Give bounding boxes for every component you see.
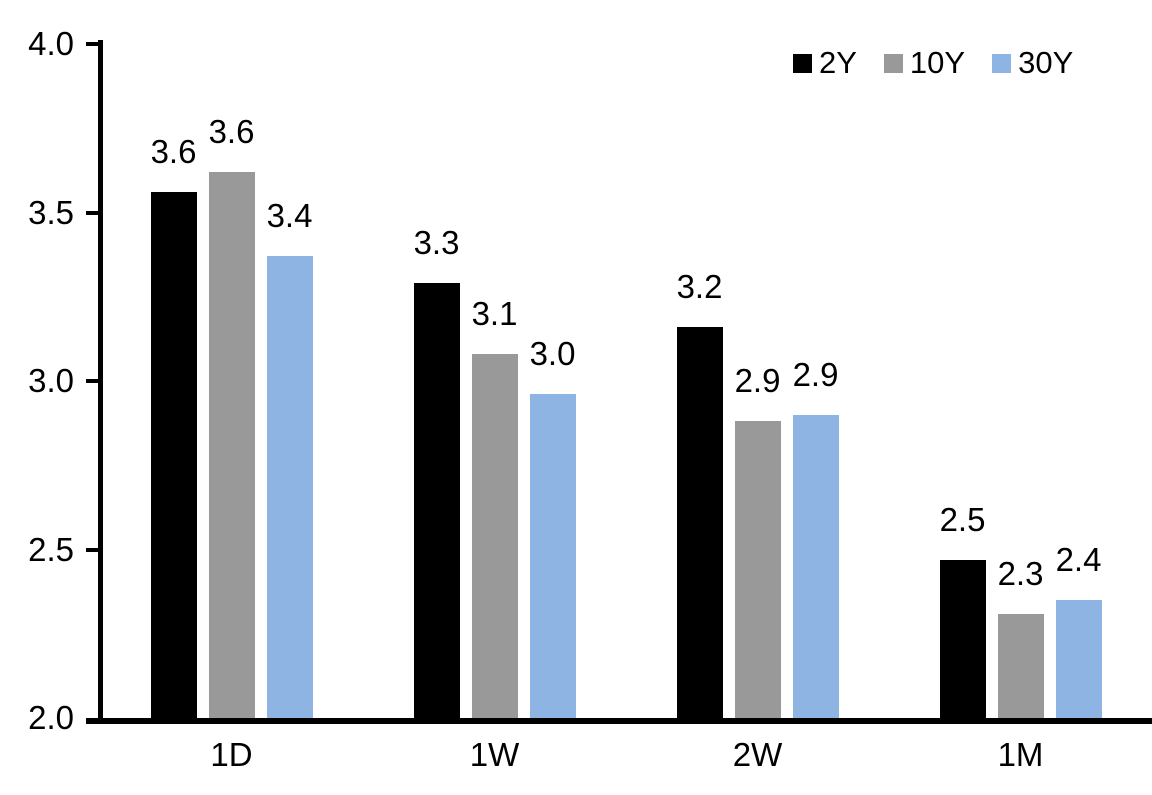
y-tick-mark bbox=[86, 210, 98, 215]
x-axis-line bbox=[86, 718, 1152, 724]
legend-item-10y: 10Y bbox=[883, 45, 966, 80]
x-category-label-1m: 1M bbox=[997, 736, 1044, 773]
bar-label-2w-10y: 2.9 bbox=[734, 362, 781, 400]
legend-swatch-2y-icon bbox=[793, 53, 812, 73]
bar-label-1w-10y: 3.1 bbox=[471, 295, 518, 333]
x-category-label-1w: 1W bbox=[469, 736, 520, 773]
y-tick-mark bbox=[86, 379, 98, 383]
legend-item-30y: 30Y bbox=[992, 46, 1073, 80]
bar-1w-2y bbox=[413, 283, 460, 718]
bar-2w-10y bbox=[734, 421, 781, 718]
legend-label-30y: 30Y bbox=[1018, 45, 1074, 80]
bar-1d-2y bbox=[150, 192, 197, 718]
y-tick-label-2-5: 2.5 bbox=[28, 530, 74, 568]
y-tick-label-4-0: 4.0 bbox=[28, 25, 74, 62]
bar-1w-30y bbox=[529, 394, 576, 718]
bar-1w-10y bbox=[471, 354, 518, 718]
bar-1m-2y bbox=[939, 559, 986, 718]
legend: 2Y 10Y 30Y bbox=[793, 46, 1073, 80]
bar-1m-30y bbox=[1055, 600, 1102, 718]
legend-label-10y: 10Y bbox=[909, 45, 966, 80]
x-category-label-2w: 2W bbox=[732, 736, 783, 773]
legend-swatch-30y-icon bbox=[992, 53, 1012, 73]
bar-1d-30y bbox=[266, 256, 313, 718]
bar-label-1d-2y: 3.6 bbox=[150, 133, 197, 171]
bar-1m-10y bbox=[997, 613, 1044, 718]
bar-label-1d-30y: 3.4 bbox=[266, 197, 313, 235]
y-tick-mark bbox=[86, 42, 98, 46]
bar-1d-10y bbox=[208, 172, 255, 718]
legend-label-2y: 2Y bbox=[819, 45, 857, 80]
y-tick-label-3-0: 3.0 bbox=[28, 362, 74, 399]
y-axis-line bbox=[98, 40, 103, 724]
bar-label-2w-30y: 2.9 bbox=[792, 355, 839, 393]
legend-swatch-10y-icon bbox=[883, 53, 903, 73]
bar-label-1m-10y: 2.3 bbox=[997, 554, 1044, 592]
bar-label-1d-10y: 3.6 bbox=[208, 113, 255, 151]
bar-label-1m-2y: 2.5 bbox=[939, 500, 986, 538]
x-category-label-1d: 1D bbox=[210, 736, 253, 773]
bar-label-1m-30y: 2.4 bbox=[1055, 541, 1102, 579]
bar-2w-2y bbox=[676, 327, 723, 718]
bar-2w-30y bbox=[792, 414, 839, 718]
bar-label-2w-2y: 3.2 bbox=[676, 268, 723, 306]
y-tick-label-3-5: 3.5 bbox=[28, 193, 74, 231]
y-tick-label-2-0: 2.0 bbox=[28, 699, 74, 736]
bar-label-1w-30y: 3.0 bbox=[529, 335, 576, 373]
legend-item-2y: 2Y bbox=[793, 46, 857, 80]
y-tick-mark bbox=[86, 547, 98, 552]
bar-label-1w-2y: 3.3 bbox=[413, 224, 460, 262]
